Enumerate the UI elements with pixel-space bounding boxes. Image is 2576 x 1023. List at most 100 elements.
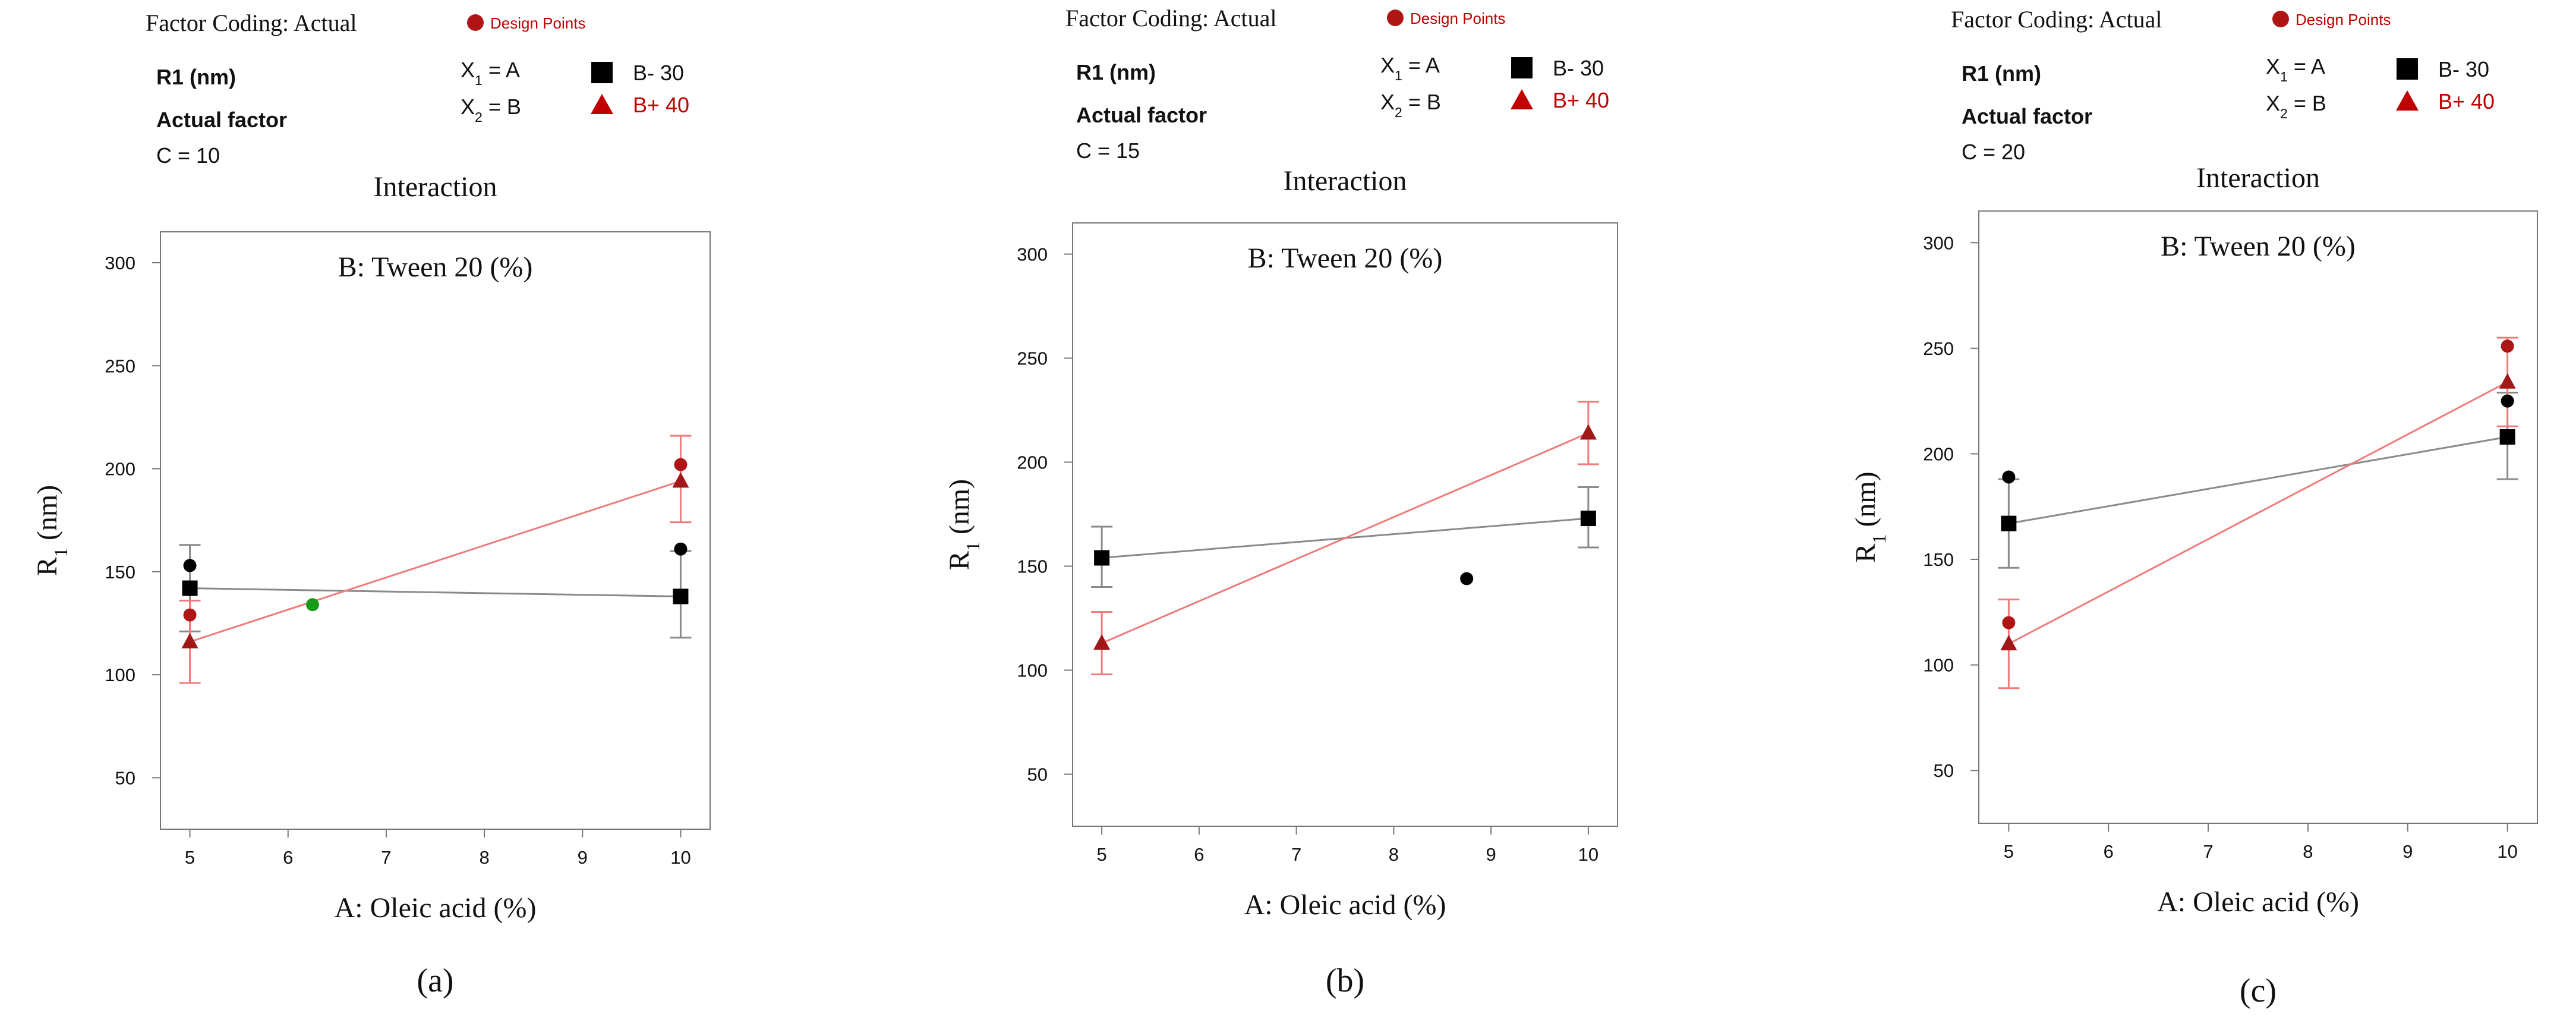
marker-b-minus-30 (2001, 515, 2017, 531)
series-line-b-plus-40 (1101, 432, 1589, 644)
x-tick-label: 10 (1578, 844, 1598, 865)
legend-high-triangle-icon (591, 94, 613, 114)
response-label: R1 (nm) (1962, 61, 2041, 86)
design-point-black (2501, 394, 2514, 408)
marker-b-minus-30 (1580, 511, 1596, 526)
legend-low-square-icon (2397, 58, 2418, 80)
legend-high-label: B+ 40 (2438, 89, 2495, 114)
x-tick-label: 8 (479, 847, 489, 868)
legend-high-triangle-icon (1511, 89, 1533, 109)
x-tick-label: 5 (185, 847, 195, 868)
x-tick-label: 10 (2497, 841, 2517, 862)
x-tick-label: 8 (2303, 841, 2313, 862)
factor-x1-mapping: X1 = A (461, 58, 520, 88)
factor-x2-mapping: X2 = B (1380, 90, 1441, 120)
y-tick-label: 150 (1923, 549, 1954, 570)
response-label: R1 (nm) (1076, 60, 1156, 84)
design-points-legend-label: Design Points (1410, 10, 1505, 27)
chart-subtitle: B: Tween 20 (%) (338, 251, 533, 283)
plot-frame (160, 231, 711, 830)
panel-label: (a) (417, 962, 453, 999)
factor-coding-label: Factor Coding: Actual (1951, 6, 2162, 33)
actual-factor-value: C = 15 (1076, 139, 1140, 163)
series-line-b-plus-40 (190, 480, 681, 643)
design-point-red (183, 608, 197, 622)
y-tick-label: 50 (1934, 760, 1954, 781)
chart-panel-1: Factor Coding: Actual Design Points R1 (nm… (31, 10, 711, 999)
plot-frame (1978, 210, 2538, 824)
x-axis-label: A: Oleic acid (%) (335, 892, 537, 924)
y-tick-label: 250 (1017, 348, 1048, 369)
marker-b-minus-30 (2499, 429, 2515, 445)
y-tick-label: 200 (105, 459, 135, 480)
marker-b-plus-40 (2499, 373, 2516, 389)
factor-coding-label: Factor Coding: Actual (146, 10, 357, 36)
x-tick-label: 7 (381, 847, 391, 868)
legend-high-label: B+ 40 (1553, 88, 1609, 112)
y-tick-label: 100 (1923, 655, 1954, 676)
x-tick-label: 6 (2104, 841, 2114, 862)
legend-high-label: B+ 40 (633, 93, 689, 117)
x-tick-label: 10 (670, 847, 690, 868)
factor-coding-label: Factor Coding: Actual (1065, 5, 1277, 32)
marker-b-plus-40 (1093, 634, 1111, 650)
chart-panel-3: Factor Coding: Actual Design Points R1 (nm… (1850, 6, 2538, 1009)
series-line-b-minus-30 (190, 587, 681, 597)
chart-title: Interaction (2196, 162, 2320, 194)
factor-x2-mapping: X2 = B (461, 95, 521, 125)
legend-low-square-icon (591, 62, 613, 83)
y-tick-label: 300 (105, 253, 135, 273)
y-tick-label: 250 (1923, 338, 1954, 359)
legend-high-triangle-icon (2396, 90, 2419, 111)
x-tick-label: 9 (578, 847, 588, 868)
y-tick-label: 150 (105, 562, 135, 583)
design-points-legend-label: Design Points (490, 14, 585, 32)
y-tick-label: 100 (105, 665, 135, 685)
y-axis-label: R1 (nm) (1850, 471, 1890, 562)
design-points-legend-dot (1387, 10, 1404, 26)
y-axis-label: R1 (nm) (31, 485, 71, 576)
y-tick-label: 50 (1027, 764, 1048, 785)
actual-factor-label: Actual factor (1076, 103, 1207, 127)
panel-label: (c) (2240, 972, 2277, 1009)
x-tick-label: 5 (1097, 844, 1107, 865)
x-tick-label: 6 (1194, 844, 1204, 865)
y-tick-label: 300 (1923, 232, 1954, 253)
legend-low-label: B- 30 (633, 61, 684, 85)
actual-factor-value: C = 10 (156, 143, 220, 168)
design-points-legend-dot (467, 14, 484, 31)
legend-low-square-icon (1511, 57, 1533, 78)
marker-b-minus-30 (1094, 550, 1110, 566)
design-point-red (674, 458, 688, 471)
series-line-b-minus-30 (2009, 436, 2508, 525)
y-tick-label: 300 (1017, 244, 1048, 265)
y-axis-label: R1 (nm) (944, 479, 983, 570)
marker-b-plus-40 (1579, 424, 1597, 440)
chart-title: Interaction (1284, 165, 1407, 197)
y-tick-label: 50 (115, 767, 135, 788)
design-point-green (306, 598, 320, 612)
design-point-black (1460, 572, 1474, 586)
design-point-red (2002, 616, 2016, 629)
y-tick-label: 200 (1017, 452, 1048, 473)
actual-factor-value: C = 20 (1962, 140, 2025, 164)
legend-low-label: B- 30 (1553, 56, 1604, 80)
x-tick-label: 9 (1486, 844, 1496, 865)
design-point-black (2002, 470, 2016, 484)
x-axis-label: A: Oleic acid (%) (2157, 886, 2359, 918)
x-tick-label: 6 (283, 847, 293, 868)
design-point-red (2501, 339, 2514, 353)
marker-b-minus-30 (673, 588, 689, 605)
factor-x1-mapping: X1 = A (1380, 53, 1440, 83)
y-tick-label: 250 (105, 355, 135, 376)
actual-factor-label: Actual factor (1962, 104, 2092, 128)
chart-title: Interaction (374, 171, 497, 203)
y-tick-label: 100 (1017, 660, 1048, 681)
factor-x2-mapping: X2 = B (2266, 91, 2326, 121)
x-tick-label: 5 (2004, 841, 2014, 862)
design-points-legend-dot (2272, 11, 2289, 27)
x-tick-label: 7 (2203, 841, 2213, 862)
y-tick-label: 200 (1923, 443, 1954, 464)
chart-subtitle: B: Tween 20 (%) (2161, 231, 2356, 262)
